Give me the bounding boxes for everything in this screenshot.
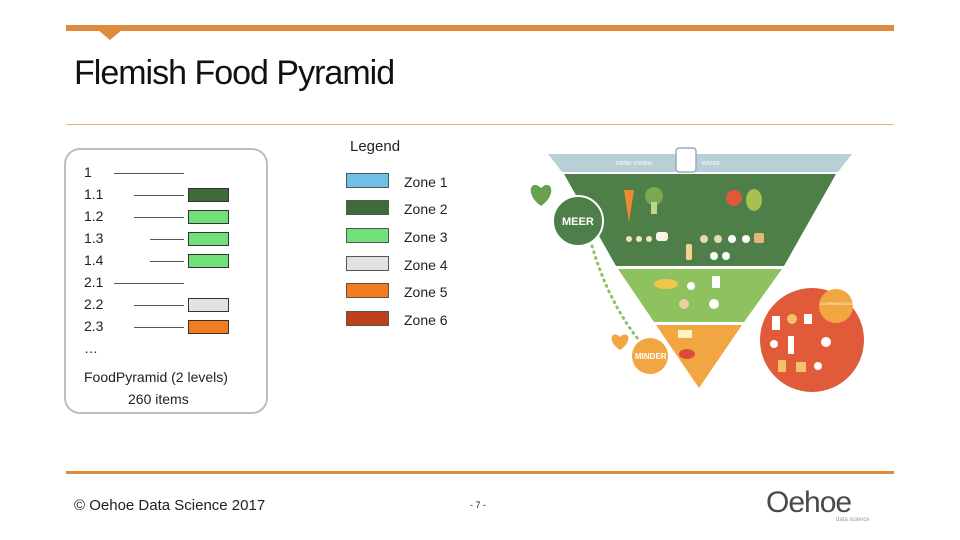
zo-weinig-label: ZO WEINIG MOGELIJK xyxy=(820,301,863,306)
level-zone-swatch xyxy=(188,298,229,312)
page-number: - 7 - xyxy=(470,500,487,510)
dotted-connector xyxy=(590,244,640,341)
level-zone-swatch xyxy=(188,188,229,202)
nut-icon xyxy=(742,235,750,243)
egg-icon xyxy=(710,252,718,260)
zone-swatch xyxy=(346,228,389,243)
pear-icon xyxy=(746,189,762,211)
sausage-icon xyxy=(814,362,822,370)
nut-icon xyxy=(700,235,708,243)
nut-icon xyxy=(714,235,722,243)
carrot-icon xyxy=(624,190,634,222)
fries-icon xyxy=(778,360,786,372)
soda-icon xyxy=(772,316,780,330)
broccoli-icon xyxy=(645,187,663,205)
zone-label: Zone 4 xyxy=(404,257,448,273)
neutral-heart-icon xyxy=(611,334,629,350)
top-accent-notch xyxy=(98,30,122,40)
pizza-icon xyxy=(796,362,806,372)
zone-label: Zone 6 xyxy=(404,312,448,328)
food-pyramid-illustration: DRINK VOORAL WATER MEER MINDER ZO WEINIG… xyxy=(530,147,864,392)
zone-label: Zone 2 xyxy=(404,201,448,217)
minder-badge xyxy=(630,336,670,376)
zone-swatch xyxy=(346,283,389,298)
pyramid-zone-light-green xyxy=(618,269,782,322)
hierarchy-summary: FoodPyramid (2 levels) xyxy=(84,369,228,385)
hierarchy-level: 1.1 xyxy=(84,186,104,202)
footer-accent-bar xyxy=(66,471,894,474)
butter-icon xyxy=(678,330,692,338)
pyramid-zone-orange xyxy=(656,325,742,388)
title-divider xyxy=(66,124,894,125)
cheese-icon xyxy=(687,282,695,290)
tomato-icon xyxy=(726,190,742,206)
wine-icon xyxy=(821,337,831,347)
egg-icon xyxy=(722,252,730,260)
connector-line xyxy=(134,217,184,218)
connector-line xyxy=(114,173,184,174)
zone-label: Zone 5 xyxy=(404,284,448,300)
connector-line xyxy=(134,327,184,328)
cake-icon xyxy=(787,314,797,324)
copyright-text: © Oehoe Data Science 2017 xyxy=(74,497,266,514)
meer-label: MEER xyxy=(562,216,594,228)
hierarchy-level: 1.3 xyxy=(84,230,104,246)
zone-swatch xyxy=(346,200,389,215)
level-zone-swatch xyxy=(188,232,229,246)
nut-icon xyxy=(728,235,736,243)
hierarchy-level: 2.2 xyxy=(84,296,104,312)
oehoe-logo-tagline: data science xyxy=(836,517,870,523)
chips-icon xyxy=(770,340,778,348)
level-zone-swatch xyxy=(188,320,229,334)
hierarchy-box xyxy=(64,148,268,414)
zone-swatch xyxy=(346,256,389,271)
water-glass-icon xyxy=(675,147,697,173)
zone-label: Zone 3 xyxy=(404,229,448,245)
level-zone-swatch xyxy=(188,210,229,224)
zo-weinig-badge xyxy=(819,289,853,323)
candy-icon xyxy=(804,314,812,324)
connector-line xyxy=(150,261,184,262)
pyramid-zone-dark-green xyxy=(564,174,836,266)
connector-line xyxy=(114,283,184,284)
hierarchy-level: 1 xyxy=(84,164,92,180)
broccoli-stem-icon xyxy=(651,202,657,214)
milk-icon xyxy=(712,276,720,288)
hierarchy-level: 2.1 xyxy=(84,274,104,290)
bread-icon xyxy=(754,233,764,243)
zone-label: Zone 1 xyxy=(404,174,448,190)
connector-line xyxy=(134,305,184,306)
pyramid-top-left-label: DRINK VOORAL xyxy=(616,161,654,167)
connector-line xyxy=(134,195,184,196)
grain-icon xyxy=(626,236,632,242)
item-count: 260 items xyxy=(128,391,189,407)
pyramid-top-right-label: WATER xyxy=(702,161,720,167)
hierarchy-level: 2.3 xyxy=(84,318,104,334)
zone-swatch xyxy=(346,173,389,188)
oil-bottle-icon xyxy=(686,244,692,260)
connector-line xyxy=(150,239,184,240)
meer-badge xyxy=(552,195,604,247)
happy-heart-icon xyxy=(530,184,552,206)
level-zone-swatch xyxy=(188,254,229,268)
top-accent-bar xyxy=(66,25,894,31)
slide-title: Flemish Food Pyramid xyxy=(74,54,395,92)
hierarchy-level: … xyxy=(84,340,98,356)
grain-icon xyxy=(646,236,652,242)
fish-icon xyxy=(654,279,678,289)
pyramid-water-band xyxy=(548,154,852,172)
minder-label: MINDER xyxy=(635,352,667,361)
legend-title: Legend xyxy=(350,138,401,155)
oehoe-logo: Oehoe xyxy=(766,486,852,519)
meat-icon xyxy=(679,349,695,359)
yoghurt-icon xyxy=(709,299,719,309)
hierarchy-level: 1.2 xyxy=(84,208,104,224)
bottle-icon xyxy=(788,336,794,354)
rice-icon xyxy=(656,232,668,241)
hierarchy-level: 1.4 xyxy=(84,252,104,268)
zone-swatch xyxy=(346,311,389,326)
chicken-icon xyxy=(679,299,689,309)
grain-icon xyxy=(636,236,642,242)
